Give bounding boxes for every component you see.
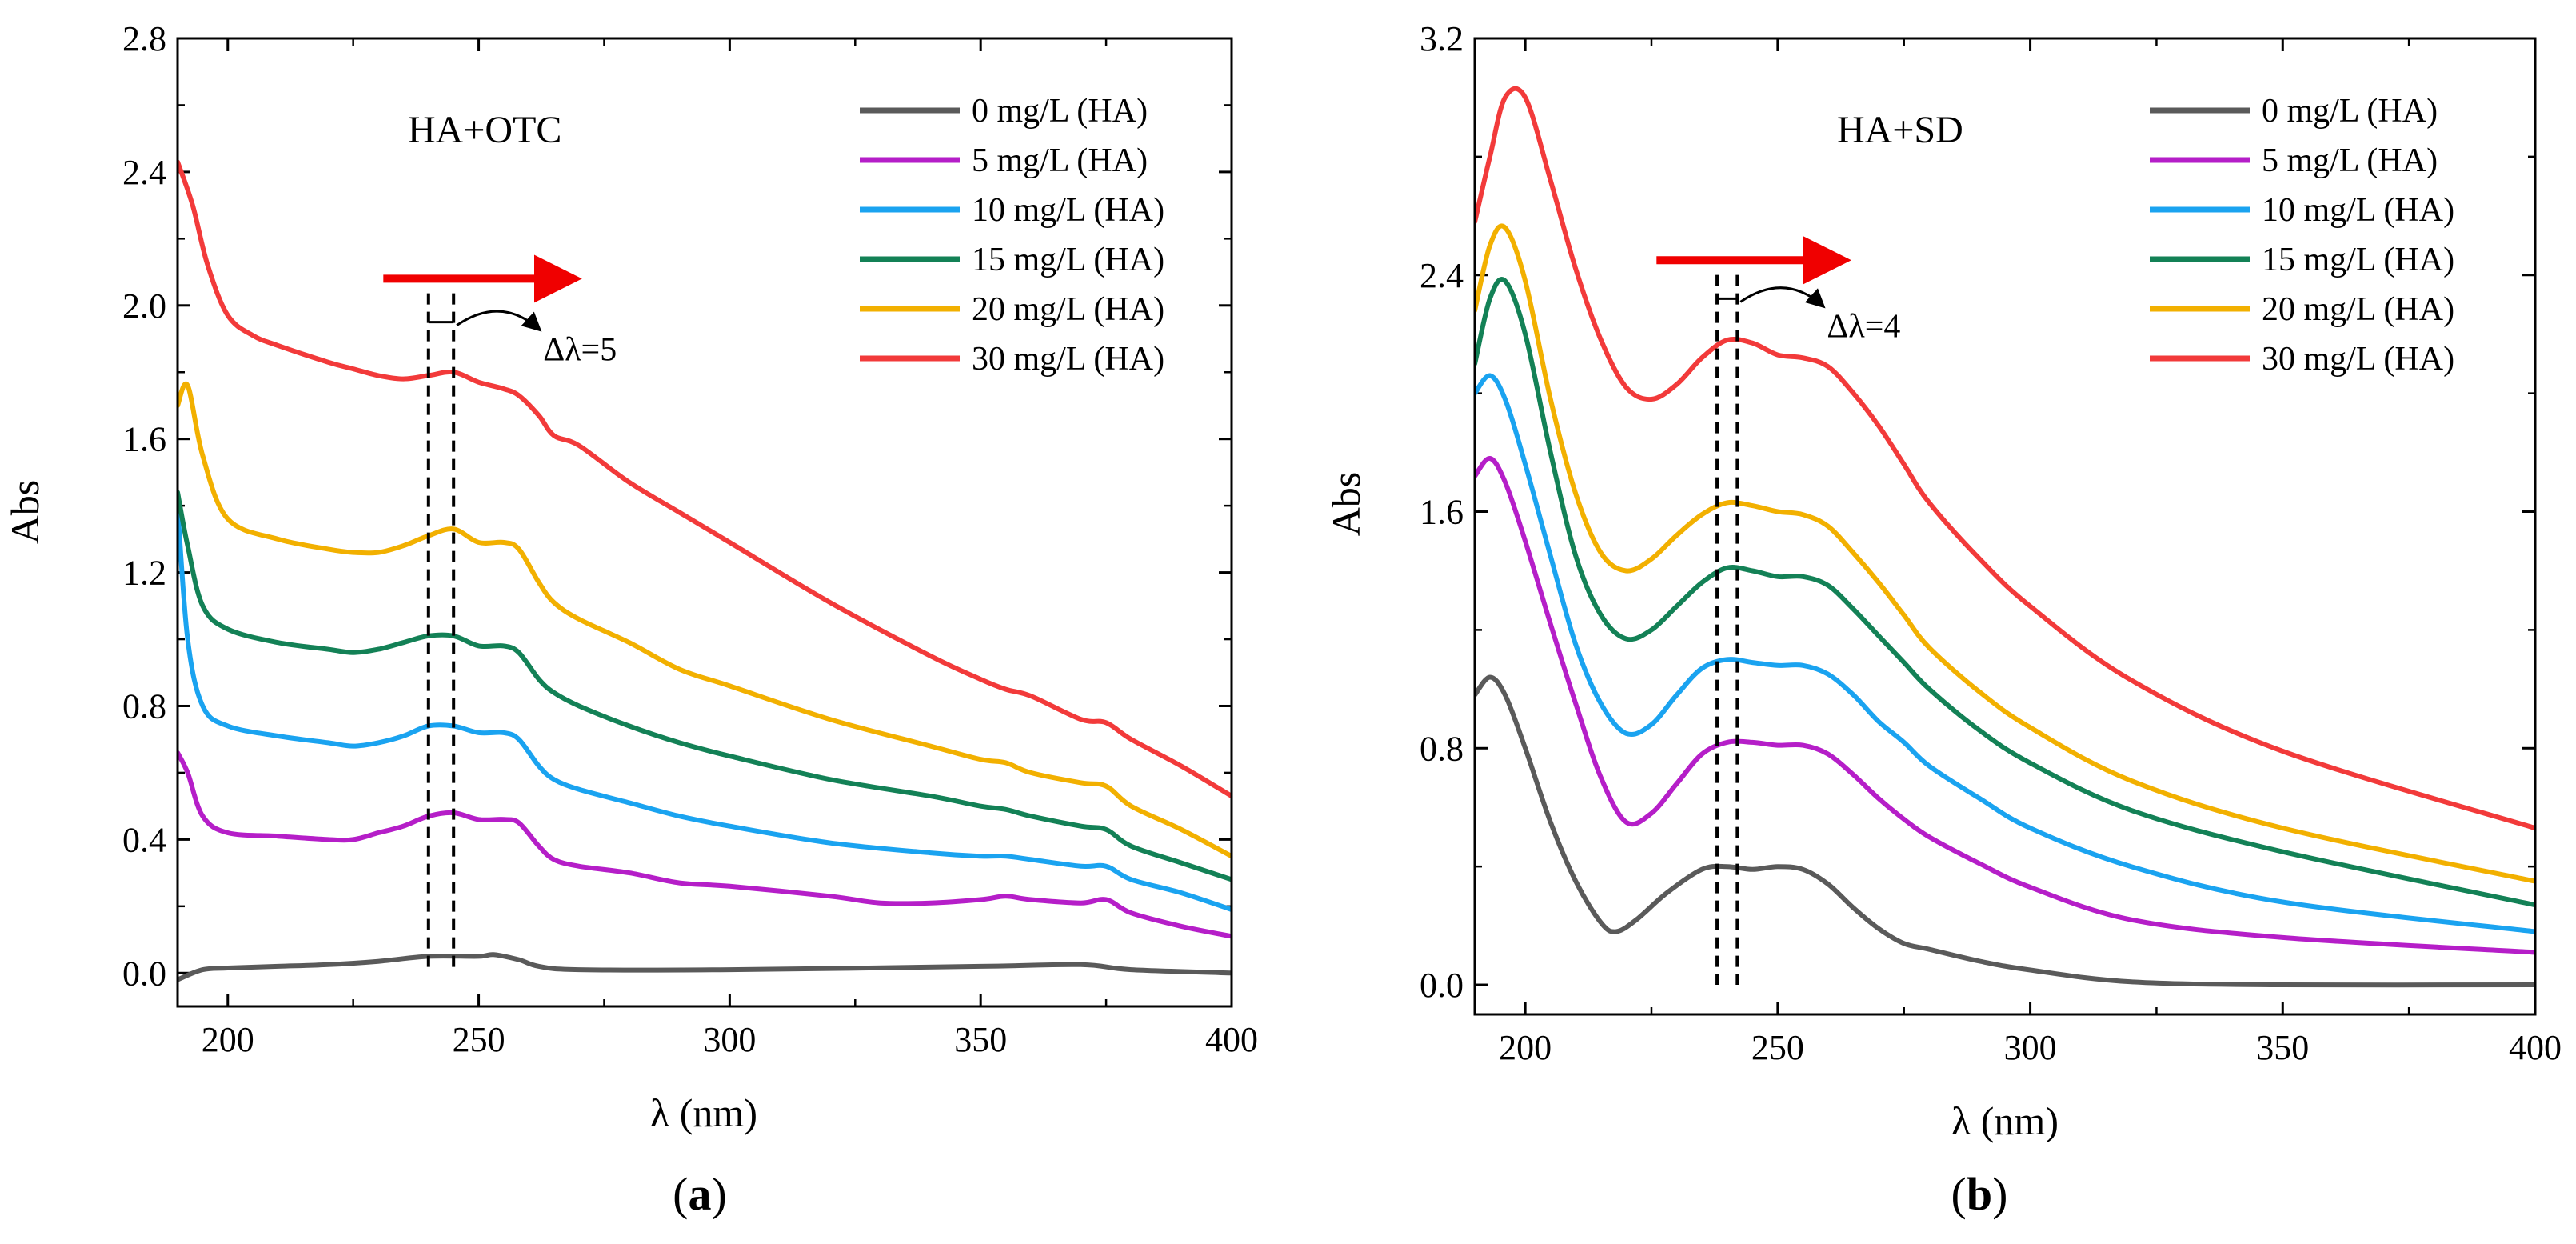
legend-label: 15 mg/L (HA) (2262, 242, 2454, 278)
shift-label: Δλ=4 (1827, 308, 1900, 345)
x-tick-label: 200 (202, 1020, 254, 1059)
plot-frame (1473, 37, 2537, 1016)
y-tick-label: 2.4 (1420, 256, 1464, 295)
panel-b: 0.0 0.8 1.6 2.4 3.2 200 250 300 350 400 HA+SD Δλ… (1324, 19, 2562, 1220)
legend-label: 0 mg/L (HA) (972, 93, 1148, 130)
y-tick-labels: 0.0 0.8 1.6 2.4 3.2 (1420, 19, 1464, 1005)
x-tick-label: 200 (1499, 1028, 1552, 1067)
dashed-guide-lines (426, 293, 456, 974)
series-line-5 (178, 159, 1232, 799)
legend: 0 mg/L (HA) 5 mg/L (HA) 10 mg/L (HA) 15 mg/… (2150, 93, 2454, 378)
y-tick-label: 0.8 (122, 686, 166, 726)
legend-label: 0 mg/L (HA) (2262, 93, 2438, 130)
x-tick-label: 350 (954, 1020, 1007, 1059)
y-axis-label: Abs (2, 480, 47, 545)
annotation-label: HA+SD (1837, 109, 1963, 151)
y-tick-label: 0.0 (122, 954, 166, 993)
x-tick-label: 300 (2004, 1028, 2057, 1067)
annotation-label: HA+OTC (408, 109, 561, 151)
panel-a: 0.0 0.4 0.8 1.2 1.6 2.0 2.4 2.8 200 250 300 350 400… (2, 19, 1258, 1220)
legend-label: 10 mg/L (HA) (2262, 192, 2454, 229)
x-tick-labels: 200 250 300 350 400 (202, 1020, 1258, 1059)
panel-caption: (b) (1951, 1168, 2008, 1220)
series-lines (1475, 86, 2535, 988)
axis-ticks (1475, 37, 2537, 1014)
x-axis-label: λ (nm) (1951, 1098, 2059, 1143)
shift-curve-arrow (456, 310, 542, 332)
legend-label: 30 mg/L (HA) (972, 341, 1164, 378)
legend-label: 10 mg/L (HA) (972, 192, 1164, 229)
x-tick-label: 400 (2509, 1028, 2562, 1067)
series-line-2 (1475, 373, 2535, 934)
x-tick-label: 400 (1205, 1020, 1258, 1059)
legend-label: 5 mg/L (HA) (2262, 142, 2438, 179)
legend: 0 mg/L (HA) 5 mg/L (HA) 10 mg/L (HA) 15 mg/… (860, 93, 1164, 378)
y-tick-label: 1.6 (1420, 493, 1464, 532)
legend-label: 30 mg/L (HA) (2262, 341, 2454, 378)
y-tick-label: 0.8 (1420, 729, 1464, 768)
series-line-2 (178, 503, 1232, 912)
y-tick-label: 0.4 (122, 820, 166, 859)
y-tick-label: 0.0 (1420, 966, 1464, 1005)
y-axis-label: Abs (1324, 472, 1368, 537)
series-line-0 (1475, 674, 2535, 988)
y-tick-label: 1.2 (122, 554, 166, 593)
dashed-guide-lines (1715, 274, 1739, 986)
series-line-3 (1475, 277, 2535, 908)
axis-ticks (178, 37, 1233, 1006)
x-tick-label: 350 (2256, 1028, 2309, 1067)
legend-label: 20 mg/L (HA) (972, 291, 1164, 328)
y-tick-label: 1.6 (122, 420, 166, 459)
series-lines (178, 159, 1232, 982)
shift-arrows (1656, 236, 1851, 309)
x-tick-label: 250 (1751, 1028, 1804, 1067)
series-line-1 (1475, 456, 2535, 955)
y-tick-label: 2.8 (122, 19, 166, 58)
plot-frame (176, 37, 1233, 1008)
x-tick-labels: 200 250 300 350 400 (1499, 1028, 2562, 1067)
series-line-4 (1475, 223, 2535, 884)
y-tick-label: 2.0 (122, 286, 166, 326)
x-tick-label: 250 (453, 1020, 505, 1059)
legend-label: 15 mg/L (HA) (972, 242, 1164, 278)
shift-curve-arrow (1739, 286, 1826, 309)
legend-label: 20 mg/L (HA) (2262, 291, 2454, 328)
shift-label: Δλ=5 (543, 332, 617, 369)
shift-arrows (383, 254, 582, 332)
caption-letter: b (1967, 1168, 1992, 1220)
y-tick-labels: 0.0 0.4 0.8 1.2 1.6 2.0 2.4 2.8 (122, 19, 166, 993)
y-tick-label: 3.2 (1420, 19, 1464, 58)
y-tick-label: 2.4 (122, 153, 166, 192)
panel-caption: (a) (673, 1168, 727, 1220)
legend-label: 5 mg/L (HA) (972, 142, 1148, 179)
series-line-5 (1475, 86, 2535, 831)
series-line-4 (178, 381, 1232, 859)
x-axis-label: λ (nm) (650, 1090, 757, 1135)
series-line-1 (178, 750, 1232, 939)
series-line-3 (178, 490, 1232, 882)
x-tick-label: 300 (703, 1020, 756, 1059)
series-line-0 (178, 952, 1232, 982)
caption-letter: a (689, 1168, 712, 1220)
